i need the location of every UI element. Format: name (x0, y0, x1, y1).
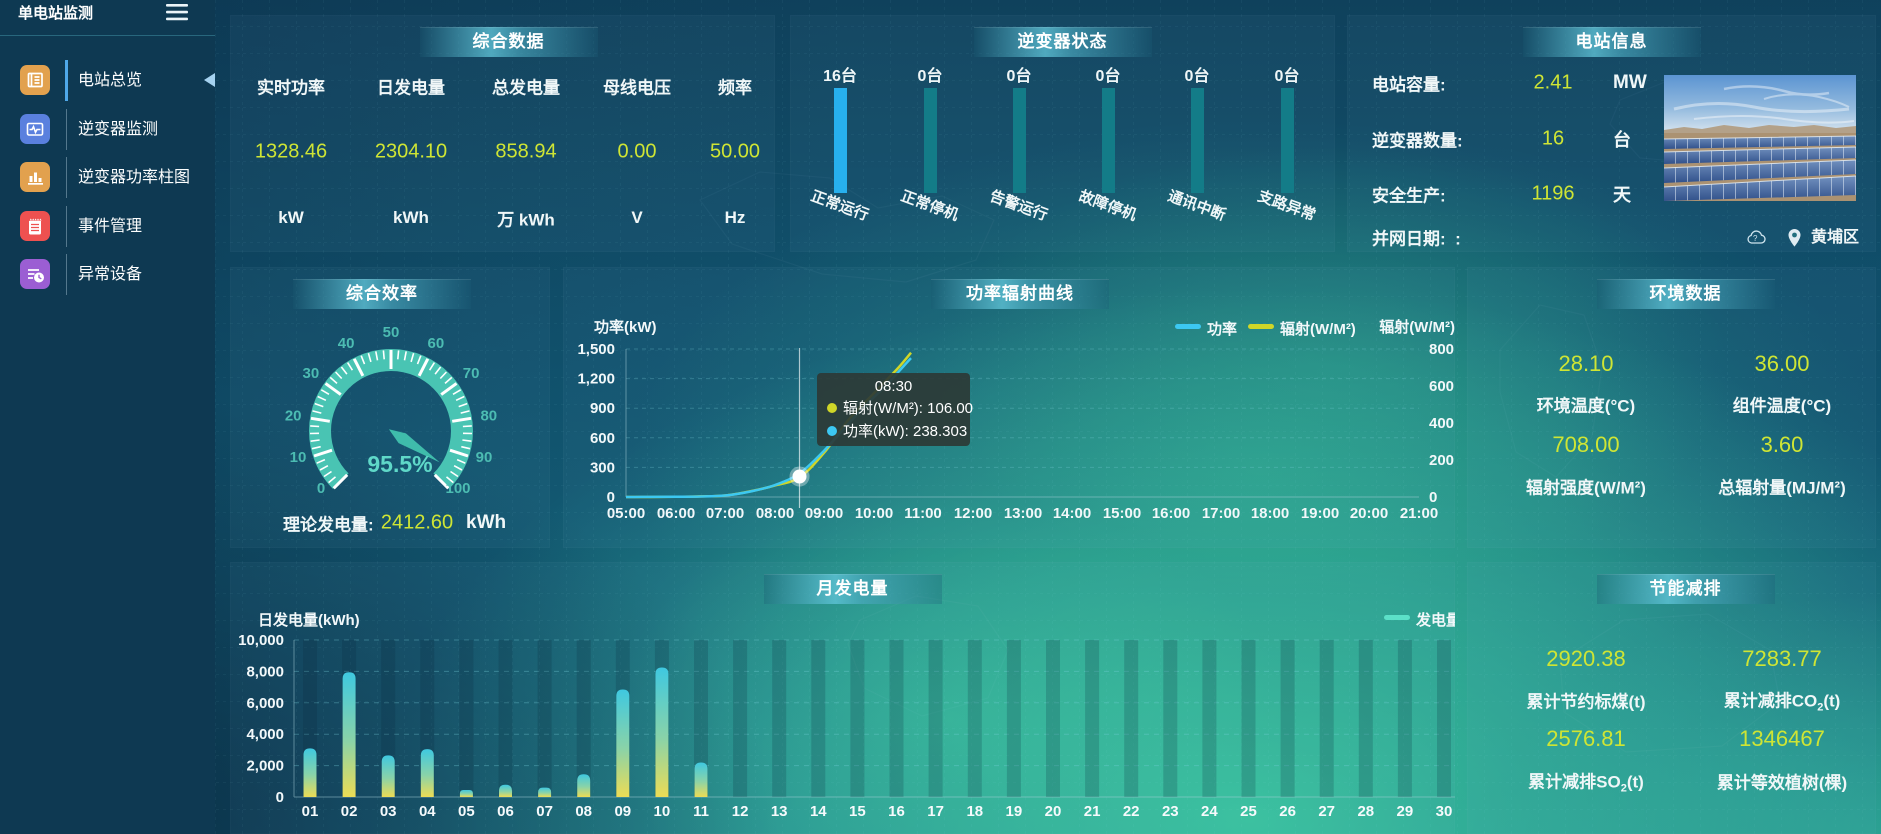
svg-text:95.5%: 95.5% (367, 451, 432, 477)
svg-text:0: 0 (317, 480, 325, 497)
svg-text:17:00: 17:00 (1202, 505, 1240, 522)
svg-text:40: 40 (338, 335, 355, 352)
svg-text:30: 30 (303, 365, 320, 382)
svg-text:23: 23 (1162, 803, 1179, 820)
svg-text:辐射(W/M²): 辐射(W/M²) (1379, 318, 1455, 336)
svg-text:19:00: 19:00 (1301, 505, 1339, 522)
svg-text:11: 11 (693, 803, 709, 820)
svg-text:8,000: 8,000 (246, 663, 284, 680)
svg-text:11:00: 11:00 (904, 505, 942, 522)
svg-text:28: 28 (1357, 803, 1374, 820)
svg-text:4,000: 4,000 (246, 726, 284, 743)
svg-text:12:00: 12:00 (954, 505, 992, 522)
svg-text:14: 14 (810, 803, 827, 820)
svg-text:02: 02 (341, 803, 358, 820)
svg-text:200: 200 (1429, 452, 1454, 469)
svg-text:16:00: 16:00 (1152, 505, 1190, 522)
svg-text:功率: 功率 (1207, 320, 1237, 338)
svg-text:10: 10 (654, 803, 671, 820)
svg-text:1,500: 1,500 (577, 341, 615, 358)
svg-text:辐射(W/M²): 辐射(W/M²) (1280, 320, 1356, 338)
svg-text:10:00: 10:00 (855, 505, 893, 522)
svg-text:05:00: 05:00 (607, 505, 645, 522)
svg-text:26: 26 (1279, 803, 1296, 820)
svg-text:70: 70 (463, 365, 480, 382)
svg-text:13: 13 (771, 803, 788, 820)
svg-text:100: 100 (445, 480, 470, 497)
svg-text:06: 06 (497, 803, 514, 820)
svg-text:07:00: 07:00 (706, 505, 744, 522)
svg-text:2,000: 2,000 (246, 758, 284, 775)
svg-text:19: 19 (1006, 803, 1023, 820)
svg-text:01: 01 (302, 803, 319, 820)
svg-text:20: 20 (1045, 803, 1062, 820)
svg-text:?: ? (1753, 234, 1758, 243)
svg-text:20: 20 (285, 408, 302, 425)
svg-text:08:00: 08:00 (756, 505, 794, 522)
svg-text:17: 17 (927, 803, 944, 820)
svg-text:功率(kW): 功率(kW) (594, 318, 657, 336)
svg-text:27: 27 (1318, 803, 1335, 820)
svg-text:09: 09 (614, 803, 631, 820)
svg-text:21:00: 21:00 (1400, 505, 1438, 522)
svg-text:12: 12 (732, 803, 749, 820)
svg-text:900: 900 (590, 400, 615, 417)
svg-text:29: 29 (1397, 803, 1414, 820)
svg-text:60: 60 (428, 335, 445, 352)
svg-text:07: 07 (536, 803, 553, 820)
svg-text:6,000: 6,000 (246, 695, 284, 712)
svg-text:30: 30 (1436, 803, 1453, 820)
svg-text:80: 80 (480, 408, 497, 425)
svg-text:10,000: 10,000 (238, 632, 284, 649)
svg-text:发电量: 发电量 (1415, 611, 1455, 629)
svg-text:22: 22 (1123, 803, 1140, 820)
svg-text:10: 10 (290, 449, 307, 466)
svg-text:18:00: 18:00 (1251, 505, 1289, 522)
svg-text:24: 24 (1201, 803, 1218, 820)
svg-text:1,200: 1,200 (577, 371, 615, 388)
svg-text:0: 0 (276, 789, 284, 806)
svg-text:50: 50 (383, 324, 400, 341)
svg-text:05: 05 (458, 803, 475, 820)
svg-text:18: 18 (966, 803, 983, 820)
svg-text:06:00: 06:00 (657, 505, 695, 522)
svg-text:90: 90 (476, 449, 493, 466)
svg-text:04: 04 (419, 803, 436, 820)
svg-text:日发电量(kWh): 日发电量(kWh) (258, 611, 360, 629)
svg-text:400: 400 (1429, 415, 1454, 432)
svg-text:16: 16 (888, 803, 905, 820)
svg-text:13:00: 13:00 (1004, 505, 1042, 522)
svg-text:15: 15 (849, 803, 866, 820)
svg-text:08: 08 (575, 803, 592, 820)
svg-text:25: 25 (1240, 803, 1257, 820)
svg-text:15:00: 15:00 (1103, 505, 1141, 522)
svg-text:0: 0 (607, 489, 615, 506)
svg-text:0: 0 (1429, 489, 1437, 506)
svg-text:20:00: 20:00 (1350, 505, 1388, 522)
svg-text:09:00: 09:00 (805, 505, 843, 522)
svg-text:14:00: 14:00 (1053, 505, 1091, 522)
svg-text:800: 800 (1429, 341, 1454, 358)
svg-text:300: 300 (590, 459, 615, 476)
svg-text:21: 21 (1084, 803, 1101, 820)
svg-text:600: 600 (1429, 378, 1454, 395)
svg-text:600: 600 (590, 430, 615, 447)
svg-text:03: 03 (380, 803, 397, 820)
